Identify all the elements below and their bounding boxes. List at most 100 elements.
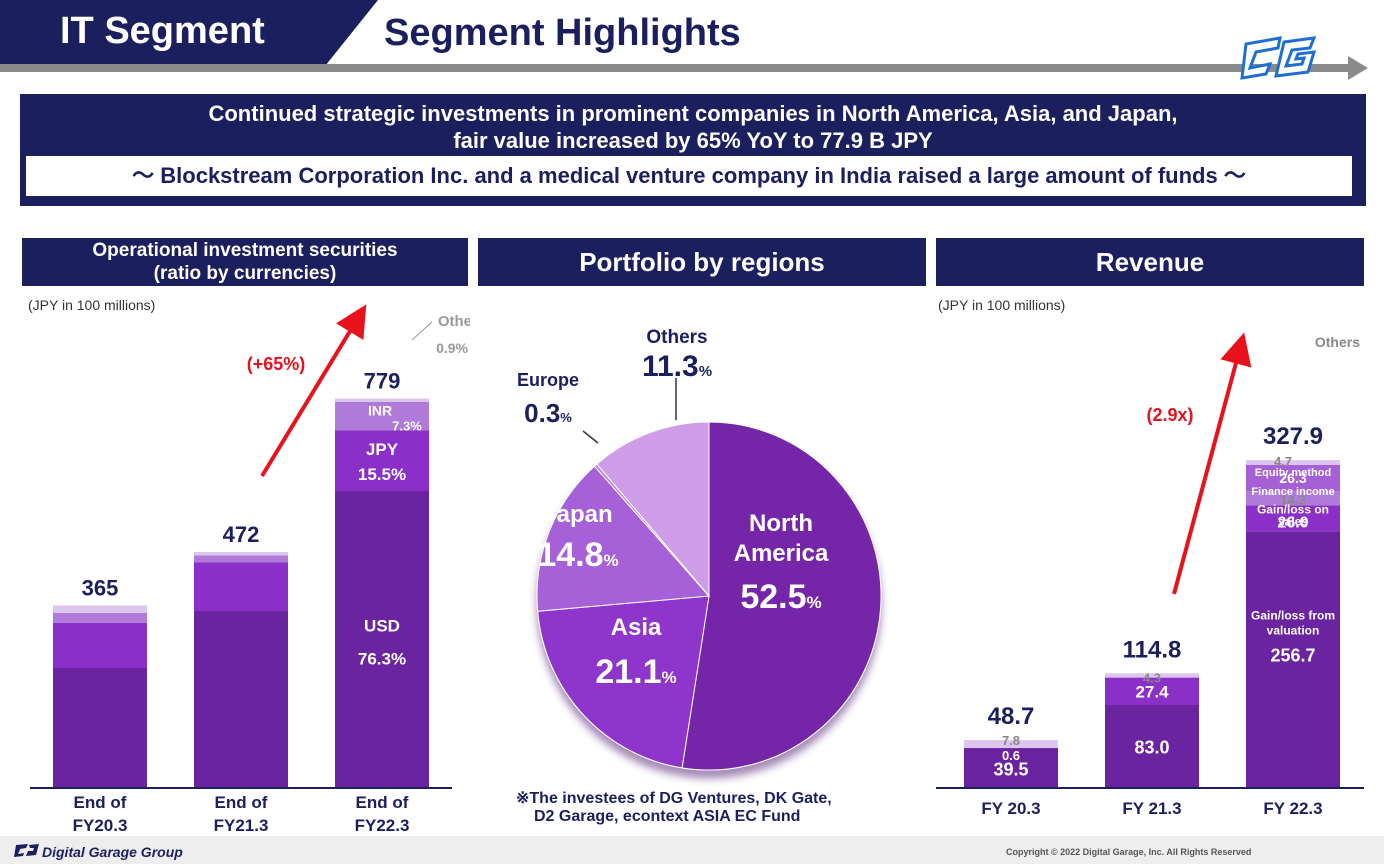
- securities-total-1: 365: [82, 576, 119, 601]
- securities-bar-jpy-1: [53, 623, 147, 668]
- securities-bar-inr-3: [335, 402, 429, 431]
- rev1-sales-value: 0.6: [1002, 748, 1020, 763]
- pie-label-north-america: North: [749, 510, 813, 537]
- pie-label-europe: Europe: [517, 370, 579, 390]
- pie-label-north-america-line2: America: [734, 540, 829, 567]
- rev1-valuation-value: 39.5: [993, 759, 1028, 779]
- securities-bar-inr-2: [194, 555, 288, 563]
- securities-bar-inr-1: [53, 613, 147, 623]
- note-line1: ※The investees of DG Ventures, DK Gate,: [516, 790, 832, 807]
- securities-category-3-line2: FY22.3: [355, 816, 410, 835]
- pie-slice-japan: [536, 465, 711, 612]
- rev3-others-name: Others: [1315, 334, 1360, 350]
- pie-label-japan: Japan: [543, 501, 612, 528]
- header-rule: [0, 64, 1330, 72]
- investees-note: ※The investees of DG Ventures, DK Gate, …: [516, 788, 832, 826]
- others-leader-line: [411, 321, 433, 341]
- revenue-growth-arrow: [1172, 332, 1252, 595]
- rev3-others-value: 4.7: [1274, 454, 1292, 469]
- rev3-finance-name: Finance income: [1251, 486, 1334, 498]
- securities-total-3: 779: [364, 369, 401, 394]
- europe-leader-line: [582, 430, 599, 444]
- securities-title-line2: (ratio by currencies): [153, 263, 337, 284]
- securities-bar-usd-3: [335, 491, 429, 788]
- securities-bar-others-2: [194, 552, 288, 556]
- revenue-total-2: 114.8: [1123, 636, 1182, 663]
- securities-chart: 365 End of FY20.3 472 End of FY21.3 779 End of F…: [30, 304, 470, 835]
- inr-pct: 7.3%: [392, 418, 422, 433]
- rev3-valuation-name-line1: Gain/loss from: [1251, 609, 1335, 623]
- securities-title-line1: Operational investment securities: [92, 240, 398, 261]
- segment-label: IT Segment: [60, 10, 265, 52]
- revenue-total-1: 48.7: [988, 703, 1035, 730]
- securities-bar-jpy-3: [335, 430, 429, 491]
- portfolio-panel-header: Portfolio by regions: [478, 238, 926, 286]
- pie-value-asia: 21.1%: [595, 653, 676, 691]
- others-label: Others: [438, 313, 470, 330]
- footer: Digital Garage Group Copyright © 2022 Di…: [0, 836, 1384, 864]
- revenue-total-3: 327.9: [1263, 423, 1323, 450]
- securities-category-1-line1: End of: [74, 793, 127, 812]
- rev2-others-value: 4.3: [1143, 670, 1161, 685]
- securities-growth-label: (+65%): [247, 354, 306, 374]
- revenue-bar-others-2: [1105, 673, 1199, 678]
- revenue-panel-header: Revenue: [936, 238, 1364, 286]
- pie-value-europe: 0.3%: [524, 398, 572, 428]
- segment-tab: IT Segment: [0, 0, 378, 66]
- pie-value-north-america: 52.5%: [740, 578, 821, 616]
- revenue-bar-equity-method-3: [1246, 464, 1340, 492]
- headline-line2: fair value increased by 65% YoY to 77.9 …: [453, 128, 933, 153]
- header-arrow-icon: [1318, 56, 1368, 80]
- rev3-sales-name-line2: sales: [1278, 514, 1308, 528]
- dg-logo-icon: DG: [1240, 36, 1317, 80]
- jpy-label: JPY: [366, 440, 399, 459]
- securities-panel-header: Operational investment securities (ratio…: [22, 238, 468, 286]
- securities-unit: (JPY in 100 millions): [28, 297, 156, 313]
- revenue-unit: (JPY in 100 millions): [938, 297, 1066, 313]
- pie-value-others: 11.3%: [642, 350, 712, 383]
- pie-slice-asia: [537, 595, 710, 769]
- rev3-equity-name: Equity method: [1255, 467, 1331, 479]
- revenue-bar-gain-loss-from-valuation-3: [1246, 531, 1340, 788]
- revenue-bar-gain-loss-from-valuation-2: [1105, 705, 1199, 788]
- rev1-others-value: 7.8: [1002, 733, 1020, 748]
- inr-label: INR: [368, 402, 392, 418]
- revenue-chart: 48.7 FY 20.3 114.8 FY 21.3 327.9 FY 22.3 39.50…: [936, 332, 1364, 818]
- securities-category-2-line1: End of: [215, 793, 268, 812]
- securities-category-1-line2: FY20.3: [73, 816, 128, 835]
- revenue-bar-finance-income-3: [1246, 491, 1340, 506]
- revenue-category-2: FY 21.3: [1122, 799, 1181, 818]
- rev2-sales-value: 27.4: [1135, 682, 1169, 701]
- securities-category-3-line1: End of: [356, 793, 409, 812]
- rev3-sales-value: 26.0: [1277, 514, 1308, 531]
- rev3-valuation-name-line2: valuation: [1267, 624, 1320, 638]
- securities-category-2-line2: FY21.3: [214, 816, 269, 835]
- securities-bar-jpy-2: [194, 562, 288, 611]
- securities-bar-others-1: [53, 605, 147, 613]
- revenue-growth-label: (2.9x): [1146, 405, 1193, 425]
- pie-label-asia: Asia: [611, 614, 662, 641]
- headline-banner: Continued strategic investments in promi…: [20, 94, 1366, 206]
- headline-text: Continued strategic investments in promi…: [20, 100, 1366, 154]
- revenue-bar-gain-loss-on-sales-1: [964, 747, 1058, 749]
- rev2-valuation-value: 83.0: [1134, 738, 1169, 758]
- revenue-bar-others-1: [964, 740, 1058, 748]
- rev3-sales-name-line1: Gain/loss on: [1257, 502, 1329, 516]
- revenue-bar-gain-loss-on-sales-3: [1246, 505, 1340, 532]
- revenue-bar-gain-loss-from-valuation-1: [964, 748, 1058, 788]
- headline-line1: Continued strategic investments in promi…: [208, 101, 1178, 126]
- revenue-bar-gain-loss-on-sales-2: [1105, 677, 1199, 705]
- jpy-pct: 15.5%: [358, 465, 406, 484]
- pie-label-others: Others: [646, 327, 707, 348]
- usd-pct: 76.3%: [358, 650, 406, 669]
- others-pct: 0.9%: [436, 340, 468, 356]
- revenue-category-3: FY 22.3: [1263, 799, 1322, 818]
- portfolio-pie-chart: North America 52.5% Asia 21.1% Japan 14.8% Euro…: [517, 327, 882, 771]
- copyright-text: Copyright © 2022 Digital Garage, Inc. Al…: [1006, 847, 1252, 857]
- footer-logo-icon: [14, 844, 39, 857]
- pie-value-japan: 14.8%: [537, 536, 618, 574]
- revenue-bar-others-3: [1246, 460, 1340, 465]
- usd-label: USD: [364, 617, 400, 636]
- page-title: Segment Highlights: [384, 12, 741, 54]
- securities-growth-arrow: [260, 304, 367, 478]
